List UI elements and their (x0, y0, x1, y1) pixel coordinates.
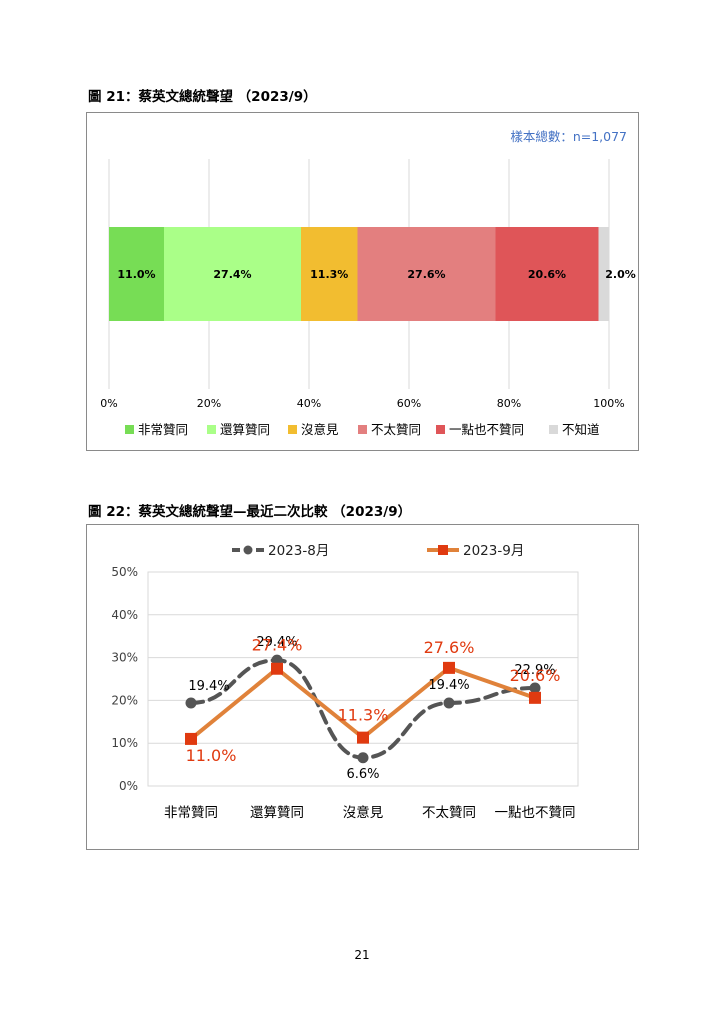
figure-22-title: 圖 22：蔡英文總統聲望—最近二次比較 （2023/9） (88, 504, 412, 520)
series-point-2023-9 (529, 691, 541, 704)
page-number: 21 (354, 948, 370, 962)
series-point-2023-9 (185, 732, 197, 745)
data-label: 11.3% (310, 268, 348, 281)
legend-swatch (549, 425, 558, 434)
legend-label: 不知道 (562, 422, 600, 437)
x-category-label: 非常贊同 (164, 805, 218, 821)
series-data-label-2023-9: 27.6% (424, 638, 475, 657)
series-data-label-2023-8: 6.6% (346, 767, 379, 782)
bar-segment (357, 227, 496, 321)
x-tick-label: 100% (593, 397, 624, 410)
x-tick-label: 0% (100, 397, 117, 410)
bar-segment (109, 227, 164, 321)
x-category-label: 一點也不贊同 (495, 805, 576, 821)
legend-label: 2023-9月 (463, 543, 524, 559)
bar-segment (598, 227, 609, 321)
x-category-label: 不太贊同 (422, 805, 476, 821)
legend-swatch (207, 425, 216, 434)
x-tick-label: 40% (297, 397, 321, 410)
legend-label: 還算贊同 (220, 422, 270, 437)
x-tick-label: 60% (397, 397, 421, 410)
series-point-2023-9 (357, 731, 369, 744)
y-tick-label: 40% (111, 608, 138, 622)
series-data-label-2023-8: 29.4% (256, 635, 297, 650)
series-point-2023-8 (443, 697, 455, 709)
legend-swatch (125, 425, 134, 434)
series-data-label-2023-9: 20.6% (510, 666, 561, 685)
data-label: 11.0% (117, 268, 155, 281)
series-data-label-2023-9: 27.4% (252, 636, 303, 655)
data-label: 2.0% (605, 268, 636, 281)
line-chart-svg: 0% 10% 20% 30% 40% 50% 非常贊同 還算贊同 沒意見 不太贊同 一點也不贊同 19… (111, 543, 579, 821)
x-category-label: 沒意見 (343, 804, 384, 821)
stacked-bar-chart: 樣本總數：n=1,077 0% 20% 40% 60% 80% 100% 11.0% 27.4%… (86, 112, 639, 451)
legend-swatch (288, 425, 297, 434)
figure-21-title: 圖 21：蔡英文總統聲望 （2023/9） (88, 89, 317, 105)
stacked-bar-svg: 樣本總數：n=1,077 0% 20% 40% 60% 80% 100% 11.0% 27.4%… (100, 129, 636, 437)
legend-label: 沒意見 (301, 422, 339, 437)
data-label: 20.6% (528, 268, 566, 281)
series-data-label-2023-9: 11.3% (338, 706, 389, 725)
series-data-label-2023-8: 19.4% (428, 678, 469, 693)
legend-swatch (436, 425, 445, 434)
series-point-2023-9 (443, 661, 455, 674)
legend-label: 非常贊同 (138, 422, 188, 437)
legend-label: 2023-8月 (268, 543, 329, 559)
legend-marker (243, 545, 253, 555)
series-data-label-2023-8: 19.4% (188, 679, 229, 694)
bar-segment (164, 227, 301, 321)
y-tick-label: 0% (119, 779, 138, 793)
bar-segment (301, 227, 358, 321)
legend-swatch (358, 425, 367, 434)
y-tick-label: 20% (111, 693, 138, 707)
x-tick-label: 80% (497, 397, 521, 410)
series-point-2023-9 (271, 662, 283, 675)
legend-label: 一點也不贊同 (449, 422, 524, 437)
series-data-label-2023-9: 11.0% (186, 746, 237, 765)
series-line-2023-9 (189, 665, 536, 741)
data-label: 27.6% (407, 268, 445, 281)
y-tick-label: 10% (111, 736, 138, 750)
legend-label: 不太贊同 (371, 422, 421, 437)
bar-segment (495, 227, 599, 321)
series-point-2023-8 (529, 682, 541, 694)
data-label: 27.4% (213, 268, 251, 281)
series-data-label-2023-8: 22.9% (514, 663, 555, 678)
legend-marker (438, 545, 448, 555)
x-tick-label: 20% (197, 397, 221, 410)
x-category-label: 還算贊同 (250, 805, 304, 821)
line-chart: 0% 10% 20% 30% 40% 50% 非常贊同 還算贊同 沒意見 不太贊同 一點也不贊同 19… (86, 524, 639, 850)
y-tick-label: 50% (111, 565, 138, 579)
series-point-2023-8 (357, 752, 369, 764)
y-tick-label: 30% (111, 651, 138, 665)
sample-size-note: 樣本總數：n=1,077 (510, 129, 627, 144)
series-point-2023-8 (185, 697, 197, 709)
